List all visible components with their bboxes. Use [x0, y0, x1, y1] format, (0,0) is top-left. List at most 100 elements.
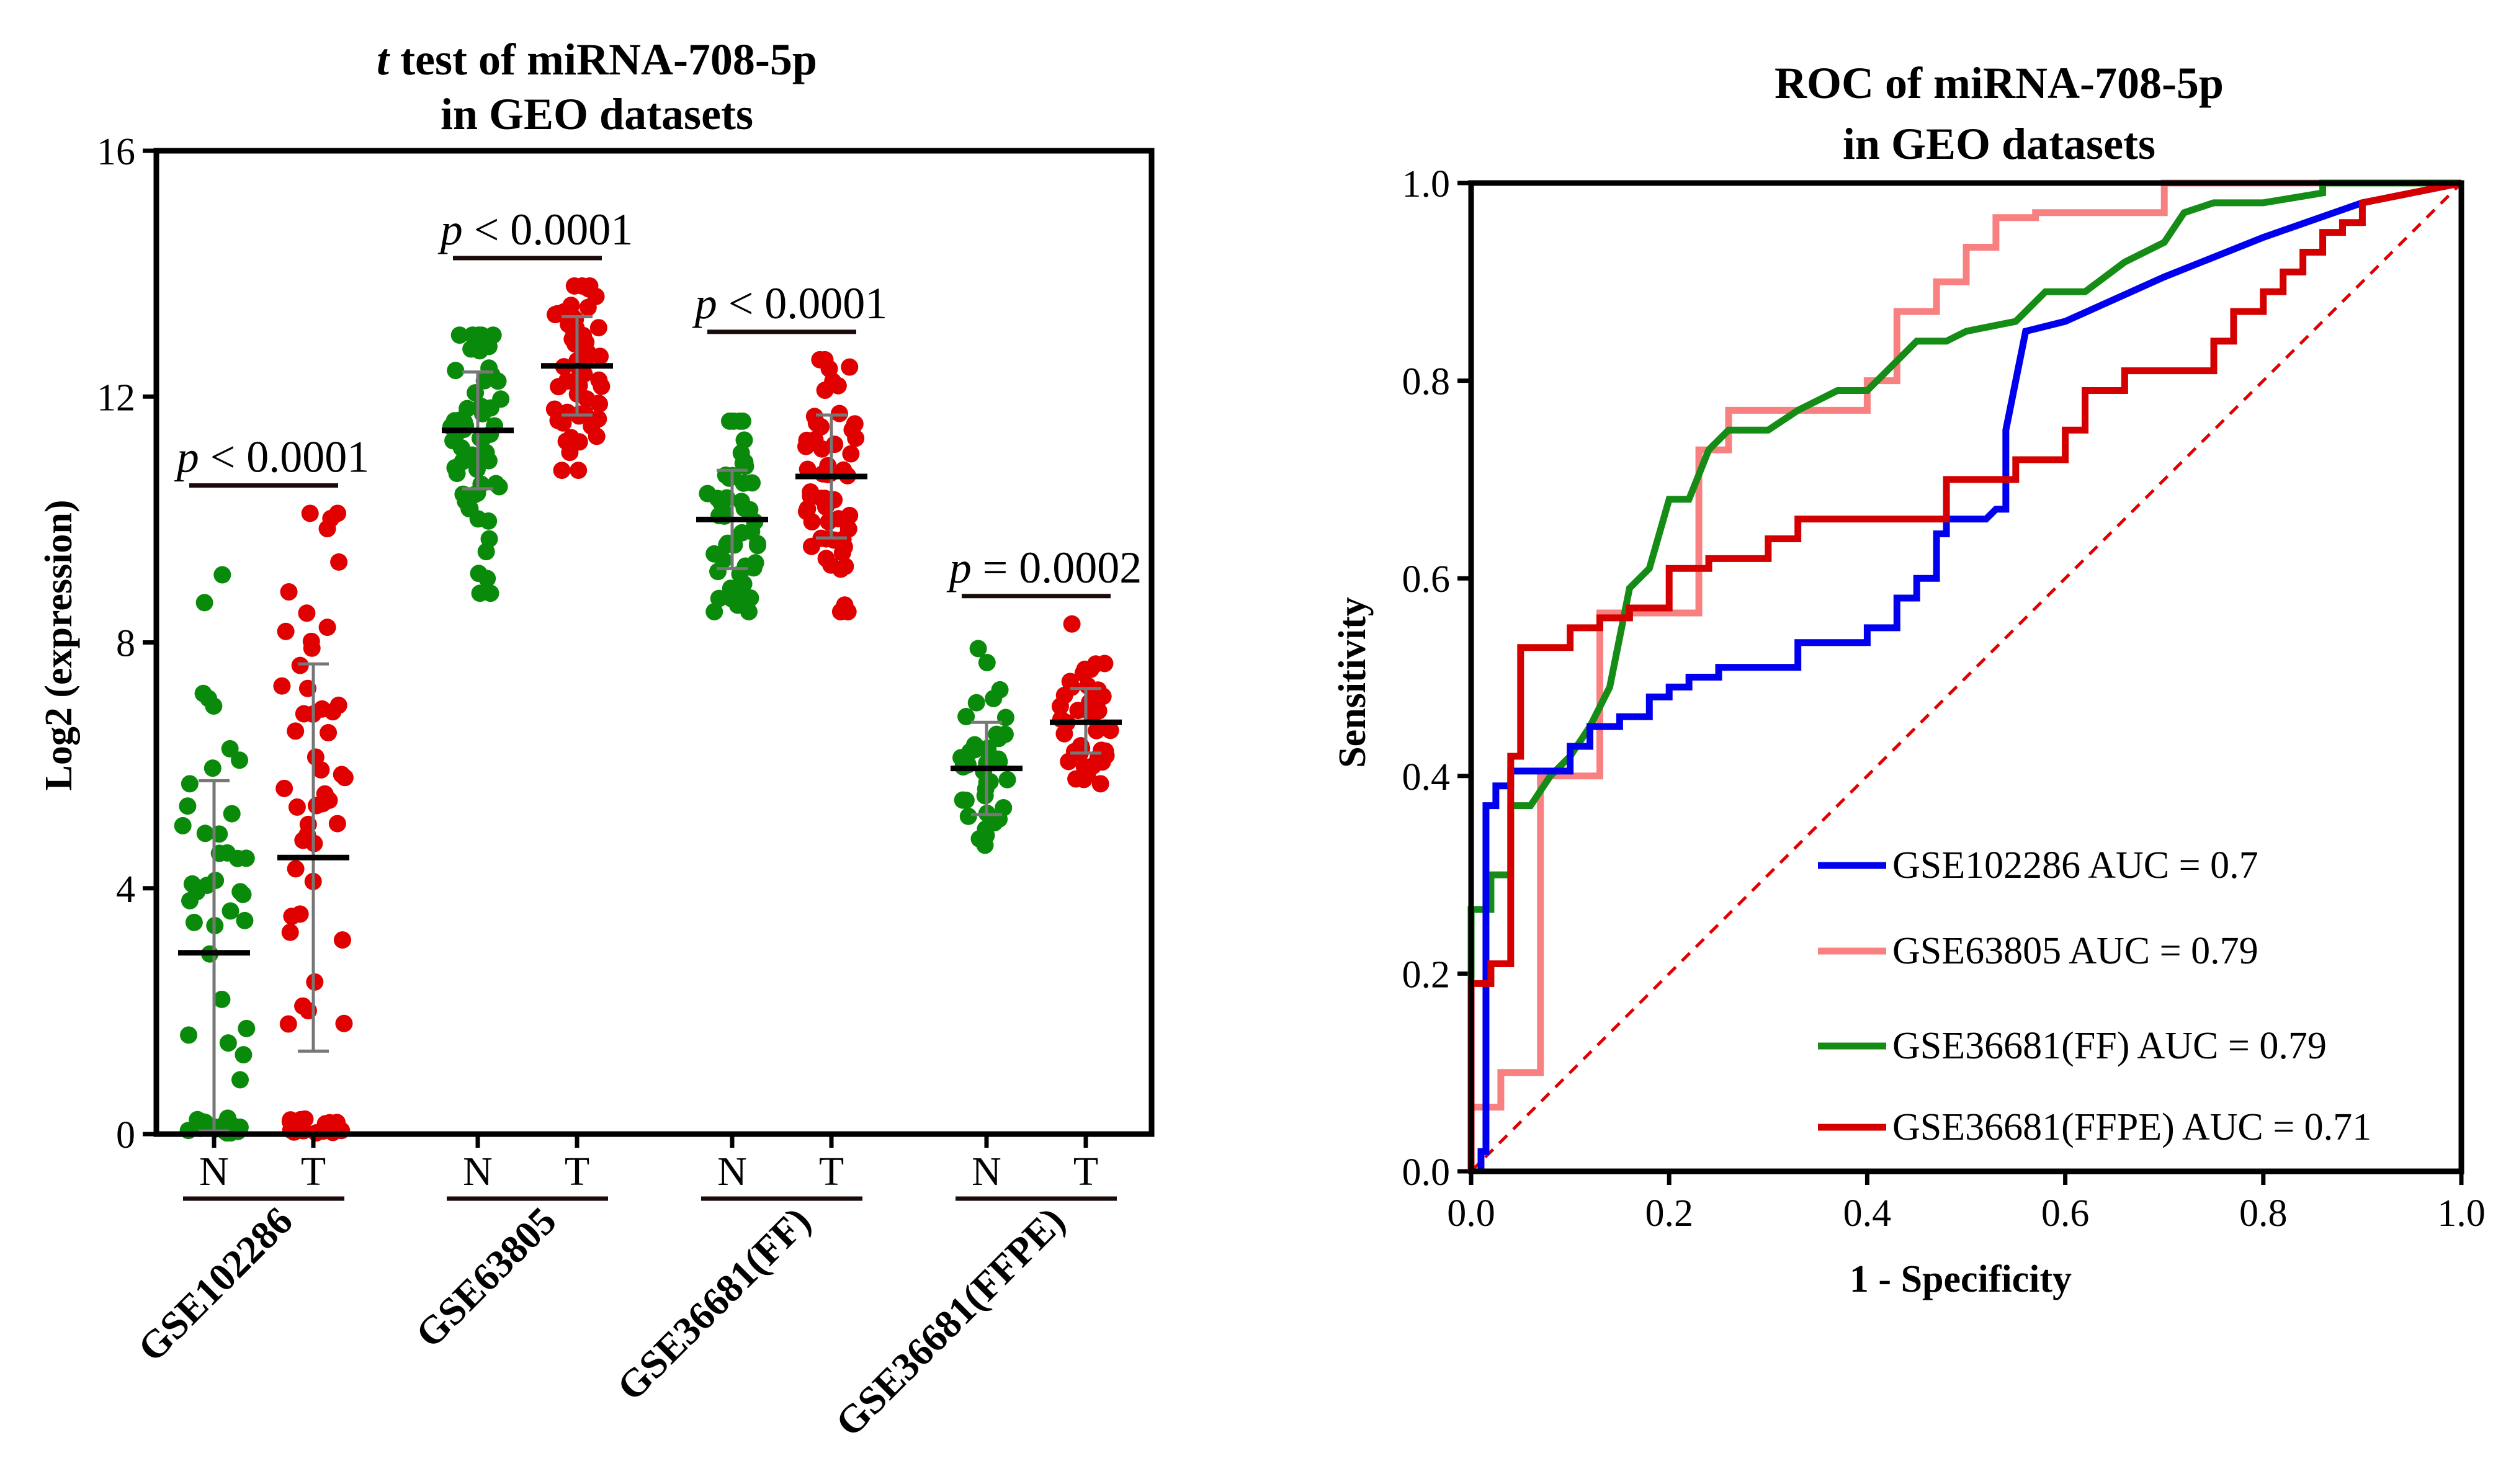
data-point [275, 779, 293, 797]
data-point [1101, 722, 1119, 740]
data-point [799, 500, 817, 518]
data-point [957, 708, 975, 726]
data-point [748, 537, 766, 555]
legend-entry: GSE63805 AUC = 0.79 [1892, 930, 2258, 972]
data-point [213, 990, 231, 1008]
data-point [954, 791, 972, 809]
data-point [320, 724, 338, 742]
y-tick-label: 4 [116, 869, 135, 911]
data-point [1094, 687, 1112, 705]
t-test-panel: t test of miRNA-708-5p in GEO datasets L… [38, 35, 1155, 1445]
t-test-error-bars [178, 315, 1122, 1133]
data-point [477, 444, 495, 462]
data-point [288, 798, 306, 816]
roc-curve [1467, 179, 2461, 1171]
group-N-label: N [717, 1149, 747, 1194]
roc-title-line2: in GEO datasets [1843, 119, 2155, 169]
data-point [797, 437, 815, 455]
data-point [328, 1114, 346, 1132]
data-point [235, 1046, 253, 1064]
y-tick-label: 12 [97, 377, 135, 419]
data-point [490, 478, 508, 496]
data-point [280, 583, 298, 601]
data-point [565, 277, 583, 295]
data-point [318, 520, 336, 538]
data-point [580, 280, 598, 298]
p-symbol: p [174, 432, 199, 481]
data-point [1069, 702, 1087, 720]
data-point [447, 362, 465, 380]
roc-panel: ROC of miRNA-708-5p in GEO datasets Sens… [1332, 58, 2486, 1300]
data-point [467, 384, 485, 402]
data-point [335, 1014, 353, 1032]
roc-y-tick-label: 0.8 [1402, 361, 1451, 403]
data-point [591, 347, 609, 365]
data-point [273, 677, 291, 695]
data-point [470, 565, 488, 583]
group-T-label: T [565, 1149, 589, 1194]
data-point [1091, 775, 1109, 793]
data-point [988, 725, 1006, 743]
data-point [336, 769, 354, 787]
roc-y-tick-label: 0.6 [1402, 558, 1451, 601]
data-point [301, 504, 319, 522]
data-point [743, 474, 761, 492]
roc-plot-frame [1468, 180, 2464, 1174]
data-point [1088, 722, 1106, 740]
data-point [221, 740, 239, 758]
data-point [318, 619, 336, 637]
data-point [446, 458, 464, 476]
data-point [812, 418, 830, 436]
roc-y-tick-label: 0.0 [1402, 1151, 1451, 1194]
data-point [219, 1034, 237, 1052]
data-point [579, 298, 597, 316]
data-point [444, 432, 462, 450]
t-test-y-axis-label: Log2 (expression) [38, 499, 80, 790]
data-point [802, 537, 820, 555]
data-point [562, 429, 580, 447]
roc-curve [1467, 179, 2463, 1171]
t-test-y-ticks: 0 4 8 12 16 [97, 131, 156, 1156]
data-point [180, 1026, 198, 1044]
data-point [320, 791, 338, 809]
data-point [185, 913, 203, 931]
data-point [277, 622, 295, 640]
data-point [218, 844, 236, 862]
data-point [222, 902, 239, 920]
data-point [296, 1110, 314, 1128]
p-symbol: p [946, 543, 972, 592]
data-point [287, 860, 305, 878]
data-point [174, 816, 192, 834]
roc-y-tick-label: 0.2 [1402, 954, 1451, 996]
data-point [194, 684, 212, 702]
data-point [329, 696, 347, 714]
data-point [287, 722, 305, 740]
group-T-label: T [819, 1149, 844, 1194]
data-point [820, 513, 838, 531]
group-name-label: GSE36681(FFPE) [827, 1199, 1073, 1445]
data-point [298, 826, 316, 844]
roc-y-tick-label: 0.4 [1402, 756, 1451, 798]
data-point [822, 556, 840, 574]
data-point [824, 372, 842, 390]
data-point [570, 462, 588, 480]
roc-curve [1477, 179, 2463, 1171]
data-point [459, 400, 477, 418]
roc-curve [1467, 179, 2461, 1171]
data-point [825, 531, 843, 549]
data-point [481, 399, 499, 417]
data-point [467, 334, 485, 352]
data-point [328, 815, 346, 833]
data-point [223, 805, 241, 823]
data-point [561, 444, 579, 462]
data-point [811, 351, 829, 369]
data-point [553, 462, 571, 480]
data-point [577, 333, 595, 351]
group-N-label: N [463, 1149, 493, 1194]
data-point [483, 366, 501, 384]
data-point [281, 923, 299, 941]
p-value-text: < 0.0001 [717, 279, 888, 328]
data-point [329, 504, 347, 522]
